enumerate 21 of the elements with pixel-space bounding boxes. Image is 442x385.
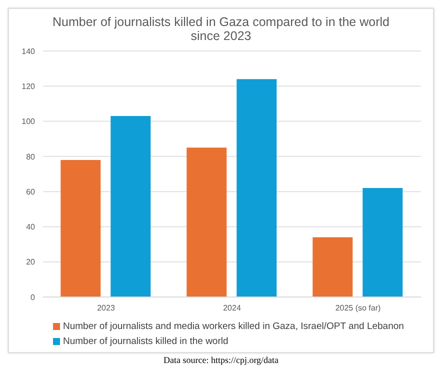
bar (60, 160, 101, 297)
legend-label: Number of journalists killed in the world (63, 335, 228, 349)
chart-title: Number of journalists killed in Gaza compared to in the world since 2023 (52, 14, 390, 43)
y-tick-label: 80 (26, 152, 36, 162)
y-tick-label: 60 (26, 187, 36, 196)
source-note: Data source: https://cpj.org/data (162, 355, 280, 365)
bar (236, 79, 277, 297)
y-tick-label: 20 (26, 258, 36, 267)
bar (110, 116, 151, 297)
y-tick-label: 120 (22, 82, 36, 91)
x-tick-label: 2023 (97, 304, 116, 313)
bar (312, 237, 353, 297)
x-tick-label: 2025 (so far) (335, 304, 382, 313)
bar (186, 148, 227, 297)
y-tick-label: 0 (30, 292, 36, 302)
legend-label: Number of journalists and media workers killed in Gaza, Israel/OPT and Lebanon (63, 320, 404, 334)
bar (362, 188, 403, 297)
y-tick-label: 40 (26, 222, 36, 232)
y-tick-label: 140 (22, 46, 36, 56)
y-tick-label: 100 (22, 117, 36, 126)
x-tick-label: 2024 (223, 304, 242, 313)
